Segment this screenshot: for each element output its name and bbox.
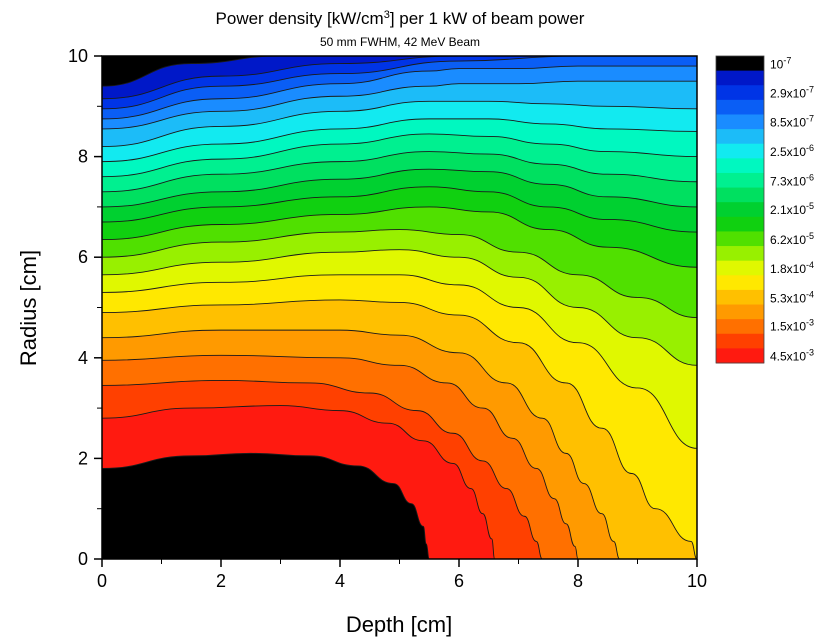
colorbar-swatch: [716, 348, 764, 364]
colorbar-swatch: [716, 85, 764, 101]
colorbar-swatch: [716, 202, 764, 218]
chart-subtitle: 50 mm FWHM, 42 MeV Beam: [320, 35, 480, 49]
colorbar-swatch: [716, 231, 764, 247]
colorbar-label: 8.5x10-7: [770, 114, 814, 130]
colorbar-label-exponent: -7: [783, 55, 791, 65]
colorbar-label: 2.5x10-6: [770, 143, 814, 159]
x-axis-label: Depth [cm]: [346, 612, 452, 637]
colorbar-swatch: [716, 56, 764, 72]
y-axis-ticks: 0 2 4 6 8 10: [68, 46, 102, 569]
y-tick-label: 0: [78, 549, 88, 569]
colorbar-swatch: [716, 129, 764, 145]
y-axis-label: Radius [cm]: [16, 250, 41, 366]
contour-band-21: [102, 452, 430, 559]
colorbar-swatch: [716, 99, 764, 115]
colorbar-swatch: [716, 246, 764, 262]
colorbar-label-exponent: -7: [806, 84, 814, 94]
colorbar-swatch: [716, 289, 764, 306]
colorbar-labels: 10-7 2.9x10-7 8.5x10-7 2.5x10-6 7.3x10-6 2.1x…: [770, 55, 814, 363]
colorbar-label: 7.3x10-6: [770, 172, 814, 188]
y-tick-label: 8: [78, 147, 88, 167]
title-superscript: 3: [384, 9, 390, 21]
x-axis-ticks: 0 2 4 6 8 10: [97, 559, 707, 591]
x-tick-label: 10: [687, 571, 707, 591]
colorbar-label-exponent: -7: [806, 114, 814, 124]
colorbar-label-exponent: -3: [806, 348, 814, 358]
plot-area: [102, 56, 697, 559]
colorbar-label: 2.1x10-5: [770, 201, 814, 217]
colorbar-label-exponent: -3: [806, 318, 814, 328]
colorbar-label-exponent: -5: [806, 231, 814, 241]
y-tick-label: 4: [78, 348, 88, 368]
x-tick-label: 8: [573, 571, 583, 591]
y-tick-label: 6: [78, 247, 88, 267]
colorbar-label: 1.5x10-3: [770, 318, 814, 334]
colorbar-label: 1.8x10-4: [770, 260, 814, 276]
colorbar-swatch: [716, 260, 764, 276]
x-tick-label: 6: [454, 571, 464, 591]
x-tick-label: 2: [216, 571, 226, 591]
colorbar-swatch: [716, 333, 764, 349]
colorbar: [715, 55, 765, 364]
colorbar-swatch: [716, 70, 764, 86]
x-tick-label: 4: [335, 571, 345, 591]
colorbar-label: 2.9x10-7: [770, 84, 814, 100]
colorbar-label-exponent: -6: [806, 172, 814, 182]
colorbar-swatch: [716, 114, 764, 130]
chart-title: Power density [kW/cm3] per 1 kW of beam …: [216, 9, 585, 28]
colorbar-swatch: [716, 143, 764, 159]
contour-bands: [102, 56, 697, 559]
colorbar-swatch: [716, 187, 764, 203]
colorbar-frame: [715, 55, 765, 364]
colorbar-label-exponent: -4: [806, 260, 814, 270]
colorbar-swatch: [716, 319, 764, 335]
colorbar-swatch: [716, 216, 764, 232]
y-tick-label: 2: [78, 448, 88, 468]
colorbar-swatch: [716, 158, 764, 174]
colorbar-swatch: [716, 275, 764, 291]
colorbar-label: 10-7: [770, 55, 791, 71]
colorbar-swatch: [716, 172, 764, 189]
colorbar-label-exponent: -4: [806, 289, 814, 299]
y-tick-label: 10: [68, 46, 88, 66]
x-tick-label: 0: [97, 571, 107, 591]
colorbar-swatch: [716, 304, 764, 320]
colorbar-label: 4.5x10-3: [770, 348, 814, 364]
colorbar-label: 5.3x10-4: [770, 289, 814, 305]
colorbar-label: 6.2x10-5: [770, 231, 814, 247]
colorbar-label-exponent: -5: [806, 201, 814, 211]
colorbar-label-exponent: -6: [806, 143, 814, 153]
